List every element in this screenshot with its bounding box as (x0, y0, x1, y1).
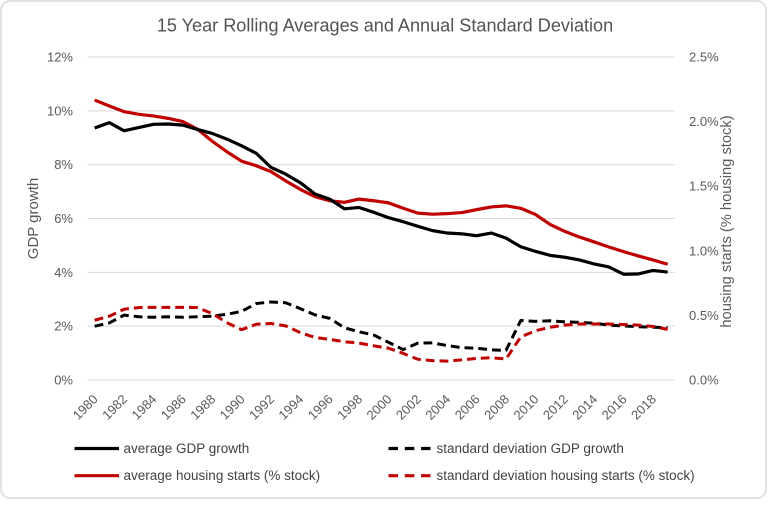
svg-text:2.0%: 2.0% (689, 114, 719, 129)
svg-text:15 Year Rolling Averages and A: 15 Year Rolling Averages and Annual Stan… (157, 16, 613, 36)
svg-text:standard deviation housing sta: standard deviation housing starts (% sto… (437, 468, 695, 483)
svg-text:4%: 4% (54, 265, 73, 280)
svg-text:1.0%: 1.0% (689, 243, 719, 258)
svg-text:0%: 0% (54, 373, 73, 388)
svg-text:1.5%: 1.5% (689, 179, 719, 194)
svg-text:GDP growth: GDP growth (25, 178, 42, 259)
svg-text:average GDP growth: average GDP growth (124, 441, 250, 456)
svg-text:2%: 2% (54, 319, 73, 334)
svg-text:standard deviation GDP growth: standard deviation GDP growth (437, 441, 624, 456)
svg-text:housing starts (% housing stoc: housing starts (% housing stock) (719, 115, 735, 327)
svg-text:10%: 10% (47, 103, 73, 118)
svg-text:12%: 12% (47, 50, 73, 65)
svg-text:0.5%: 0.5% (689, 308, 719, 323)
svg-text:average housing starts (% stoc: average housing starts (% stock) (124, 468, 321, 483)
svg-text:0.0%: 0.0% (689, 373, 719, 388)
svg-text:8%: 8% (54, 157, 73, 172)
svg-text:2.5%: 2.5% (689, 50, 719, 65)
svg-text:6%: 6% (54, 211, 73, 226)
